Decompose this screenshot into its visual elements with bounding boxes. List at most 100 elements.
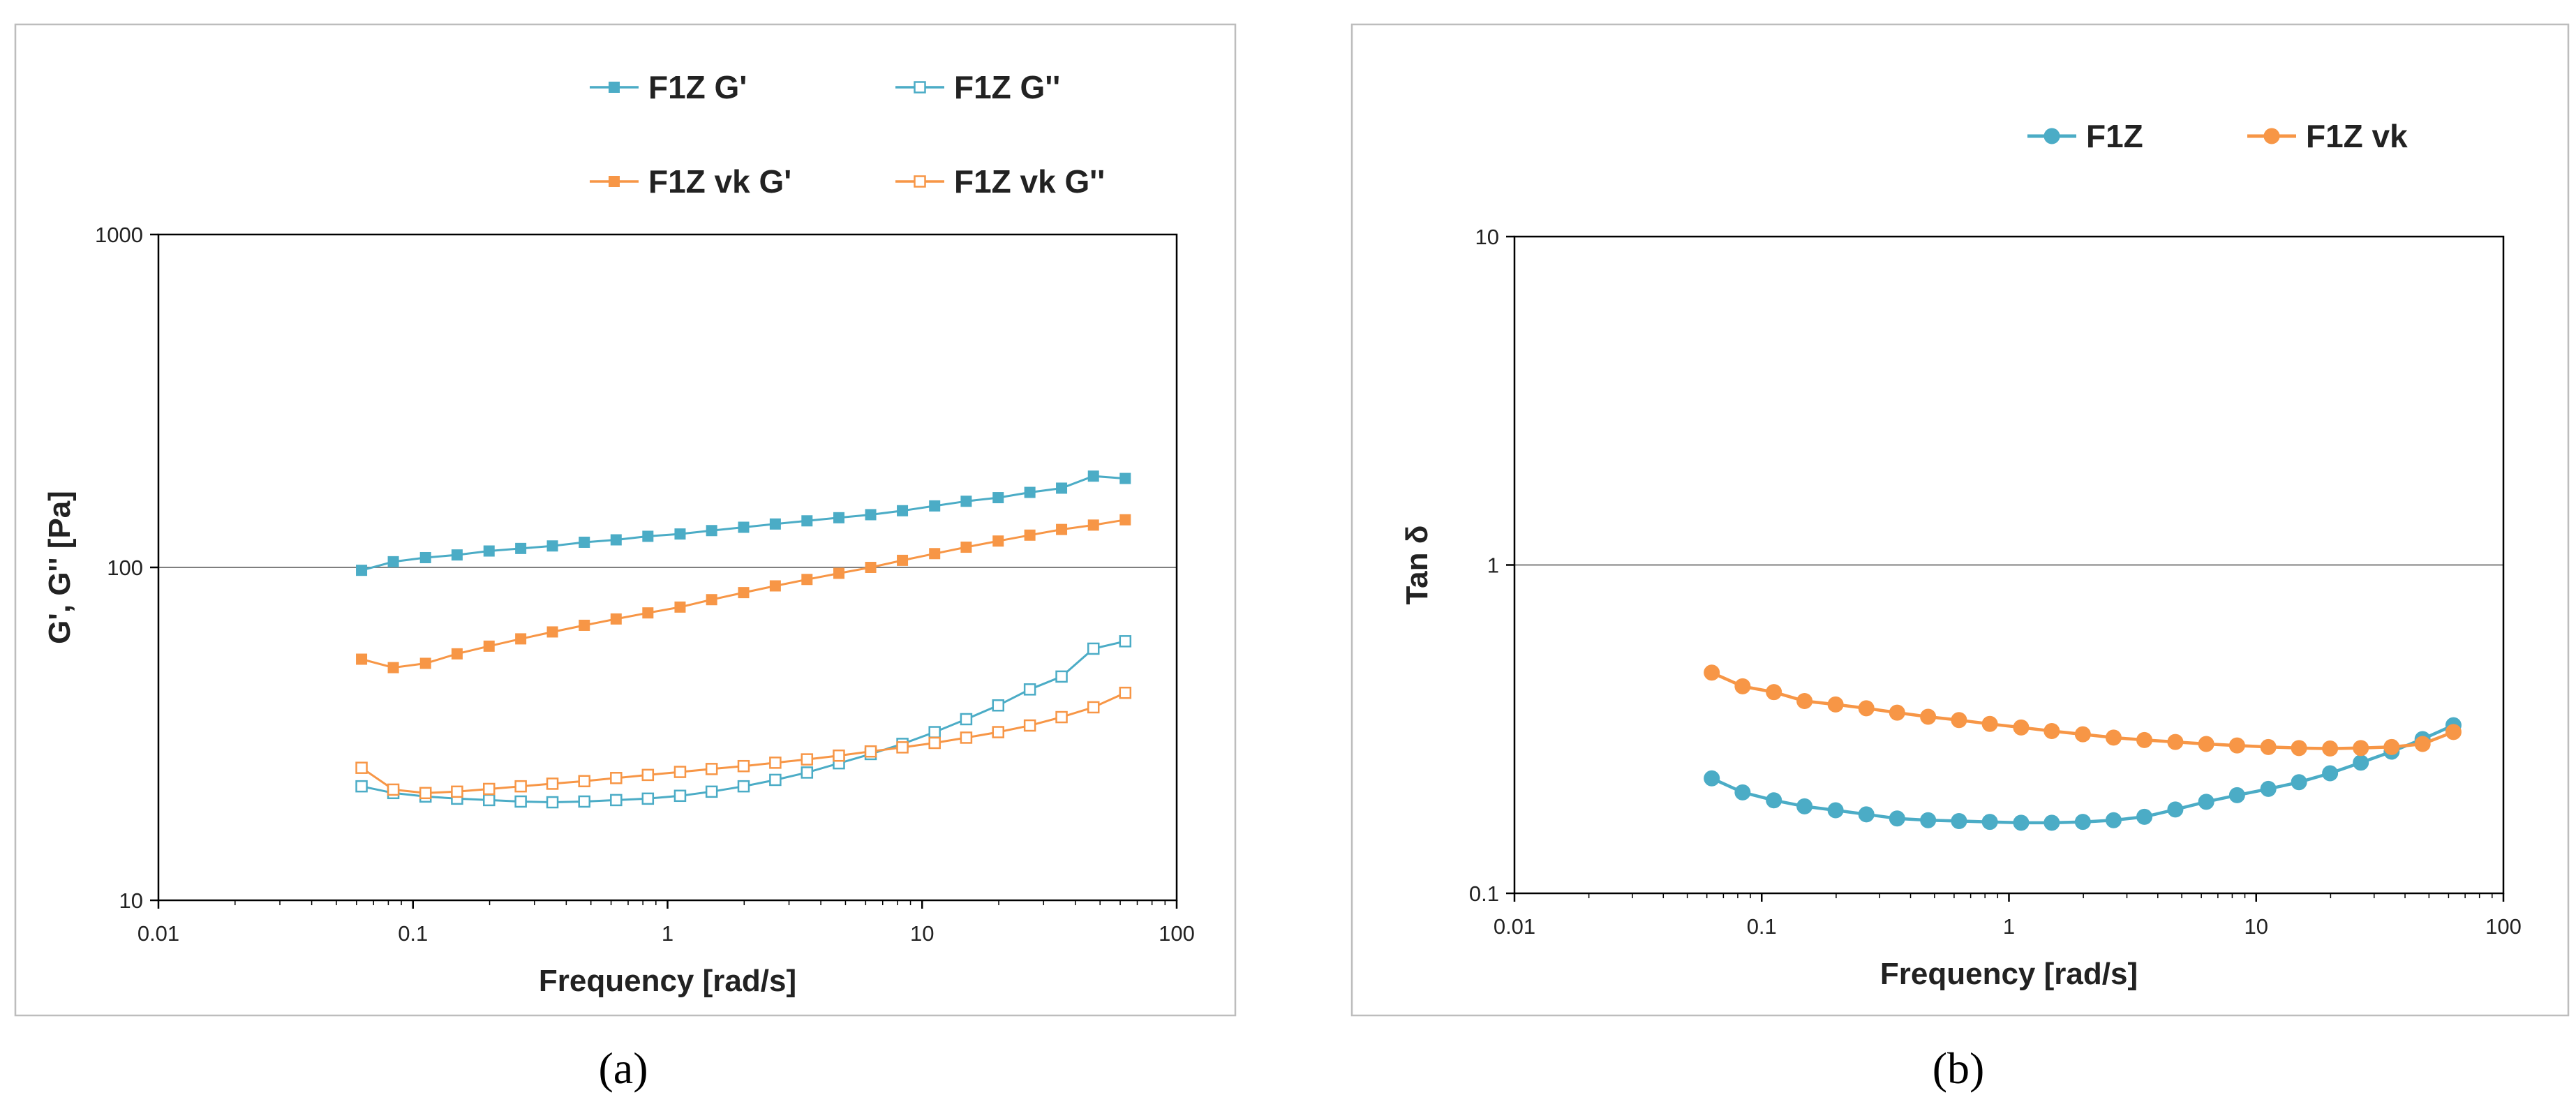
legend-label: F1Z G'' <box>954 69 1060 105</box>
data-point <box>1056 523 1068 535</box>
panel-b-label: (b) <box>1933 1043 1985 1093</box>
data-point <box>387 662 399 673</box>
data-point <box>1796 693 1813 710</box>
data-point <box>833 512 844 523</box>
data-point <box>2198 794 2214 810</box>
data-point <box>419 551 431 563</box>
data-point <box>546 796 559 809</box>
data-point <box>960 731 973 744</box>
data-point <box>1951 712 1967 729</box>
data-point <box>2105 812 2122 828</box>
data-point <box>483 545 495 557</box>
data-point <box>610 613 622 625</box>
data-point <box>896 741 909 754</box>
data-point <box>483 782 496 796</box>
data-point <box>2013 719 2030 736</box>
data-point <box>1056 482 1068 494</box>
legend-marker <box>2263 128 2280 144</box>
y-axis-title: G', G'' [Pa] <box>43 491 77 644</box>
data-point <box>929 548 941 560</box>
data-point <box>2167 801 2184 818</box>
legend-label: F1Z <box>2086 118 2143 154</box>
y-tick-label: 10 <box>1475 225 1499 249</box>
data-point <box>2198 736 2214 752</box>
data-point <box>2291 774 2307 791</box>
data-point <box>769 580 781 592</box>
chart-a: 0.01 0.1 1 10 100 10 100 1000 Frequency [rad/s] G… <box>43 69 1195 998</box>
data-point <box>579 536 590 548</box>
legend-label: F1Z vk G'' <box>954 163 1105 200</box>
data-point <box>833 567 844 579</box>
data-point <box>833 749 845 762</box>
data-point <box>355 780 368 793</box>
data-point <box>897 505 909 516</box>
data-point <box>1023 719 1036 732</box>
data-point <box>1827 802 1844 819</box>
data-point <box>2136 808 2153 825</box>
data-point <box>610 534 622 546</box>
data-point <box>1119 472 1131 484</box>
data-point <box>419 657 431 669</box>
legend-marker <box>914 81 926 94</box>
data-point <box>1087 519 1099 531</box>
data-point <box>673 789 687 803</box>
data-point <box>546 626 558 638</box>
panel-a-label: (a) <box>598 1043 648 1093</box>
data-point <box>610 772 623 784</box>
data-point <box>356 653 368 665</box>
data-point <box>1024 529 1036 541</box>
data-point <box>992 535 1004 547</box>
data-point <box>928 726 941 738</box>
data-point <box>1704 770 1720 787</box>
data-point <box>992 726 1005 738</box>
data-point <box>1734 678 1751 694</box>
data-point <box>2167 734 2184 750</box>
data-point <box>960 542 972 553</box>
data-point <box>578 775 590 788</box>
x-tick-label: 0.01 <box>137 921 179 946</box>
data-point <box>2322 765 2339 782</box>
data-point <box>546 777 559 790</box>
data-point <box>2136 731 2153 748</box>
data-point <box>992 492 1004 504</box>
chart-b: 0.01 0.1 1 10 100 0.1 1 10 Frequency [rad/s] Tan … <box>1400 118 2522 991</box>
data-point <box>387 556 399 567</box>
x-axis-title: Frequency [rad/s] <box>1880 957 2138 991</box>
data-point <box>483 640 495 652</box>
data-point <box>769 757 782 769</box>
data-point <box>1734 784 1751 801</box>
data-point <box>2228 787 2245 803</box>
data-point <box>1827 696 1844 713</box>
data-point <box>1087 470 1099 482</box>
x-tick-label: 0.1 <box>1747 914 1777 939</box>
legend-marker <box>2043 128 2060 144</box>
data-point <box>865 509 877 521</box>
data-point <box>419 787 432 800</box>
data-point <box>801 515 813 527</box>
y-tick-label: 1000 <box>95 223 143 247</box>
legend-marker <box>914 175 926 188</box>
data-point <box>642 607 654 619</box>
data-point <box>515 633 527 645</box>
data-point <box>356 565 368 576</box>
data-point <box>2353 740 2369 757</box>
data-point <box>1766 792 1782 809</box>
data-point <box>2353 754 2369 771</box>
data-point <box>674 601 686 613</box>
series-line-3 <box>361 692 1126 794</box>
data-point <box>515 542 527 554</box>
y-tick-label: 10 <box>119 888 143 913</box>
data-point <box>451 785 463 798</box>
data-point <box>2043 723 2060 740</box>
data-point <box>2013 814 2030 831</box>
data-point <box>1766 684 1782 701</box>
data-point <box>1024 486 1036 498</box>
data-point <box>610 794 623 807</box>
data-point <box>1119 635 1132 648</box>
data-point <box>514 795 527 808</box>
x-tick-label: 100 <box>1159 921 1195 946</box>
data-point <box>578 795 590 808</box>
data-point <box>2414 736 2431 752</box>
data-point <box>1119 514 1131 526</box>
data-point <box>546 540 558 552</box>
